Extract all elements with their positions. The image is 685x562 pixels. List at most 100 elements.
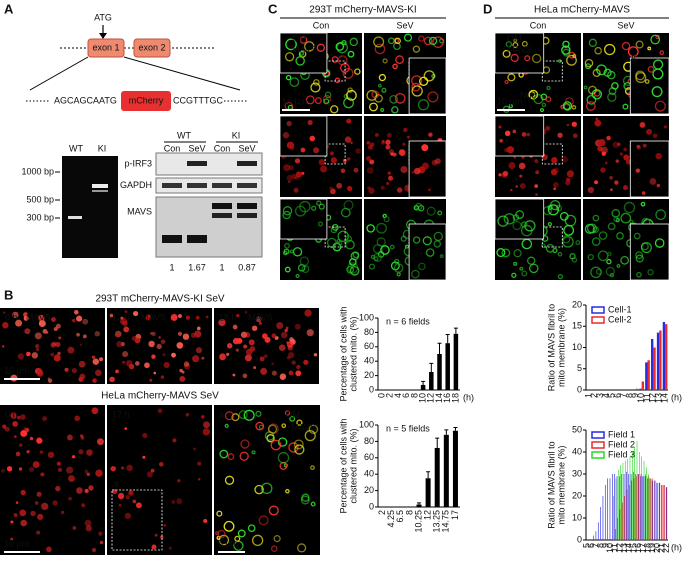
texture [561, 155, 568, 163]
texture [53, 354, 61, 362]
scale-label: 10 µm [4, 538, 29, 548]
texture [663, 125, 668, 129]
texture [553, 181, 559, 188]
texture [598, 139, 606, 147]
texture [2, 424, 7, 429]
texture [413, 167, 421, 175]
texture [305, 95, 315, 105]
bar [595, 531, 597, 540]
texture [562, 40, 570, 48]
bar [612, 474, 613, 540]
texture [109, 313, 114, 318]
error-bar [417, 502, 421, 505]
texture [232, 337, 240, 345]
texture [366, 167, 374, 174]
bar [425, 478, 431, 507]
y-tick-label: 5 [577, 363, 582, 373]
texture [296, 364, 301, 370]
micrograph [0, 405, 105, 555]
texture [288, 180, 291, 183]
texture [512, 220, 522, 231]
texture [282, 206, 293, 216]
texture [177, 313, 183, 319]
quantification: 1 [169, 262, 174, 272]
texture [427, 91, 439, 103]
texture [625, 159, 632, 165]
x-tick-label: 10 [636, 393, 646, 403]
legend-swatch [591, 451, 605, 459]
texture [382, 58, 388, 64]
texture [172, 438, 177, 443]
band [68, 216, 82, 219]
micrograph [107, 405, 212, 555]
texture [651, 86, 663, 98]
texture [177, 479, 181, 483]
texture [566, 54, 577, 66]
texture [615, 217, 620, 223]
texture [123, 326, 130, 333]
gel-marker-label: 300 bp [26, 212, 54, 222]
texture [316, 43, 325, 52]
bar [609, 478, 611, 540]
texture [620, 255, 630, 265]
x-tick-label: 13 [619, 543, 629, 553]
texture [598, 231, 608, 240]
texture [545, 243, 555, 253]
texture [151, 331, 156, 337]
texture [417, 99, 430, 111]
texture [368, 263, 375, 270]
texture [366, 224, 375, 233]
bar [452, 430, 458, 507]
texture [268, 505, 279, 516]
texture [224, 475, 235, 485]
texture [546, 85, 551, 91]
nucleus-label: Nuc [622, 52, 639, 62]
texture [291, 360, 296, 365]
texture [242, 373, 248, 379]
texture [645, 128, 653, 135]
texture [84, 519, 92, 527]
texture [290, 146, 295, 151]
texture [501, 248, 511, 258]
bar [607, 478, 608, 540]
texture [251, 325, 258, 331]
texture [218, 534, 230, 546]
bar [614, 474, 615, 540]
zoom-line [123, 56, 241, 91]
texture [57, 467, 63, 472]
texture [283, 164, 291, 172]
texture [195, 347, 203, 354]
texture [156, 343, 162, 350]
blot-row-label: GAPDH [120, 180, 152, 190]
texture [513, 38, 518, 43]
texture [608, 87, 617, 96]
texture [373, 253, 382, 263]
texture [541, 102, 547, 108]
texture [330, 151, 334, 156]
bar [629, 485, 630, 540]
bar [631, 480, 632, 540]
x-tick-label: 6 [613, 393, 623, 398]
texture [19, 443, 23, 447]
y-tick-label: 80 [364, 327, 374, 337]
texture [273, 535, 281, 543]
texture [512, 129, 517, 134]
texture [280, 331, 288, 339]
texture [148, 340, 155, 348]
texture [317, 221, 324, 227]
texture [347, 87, 353, 93]
y-tick-label: 0 [577, 534, 582, 544]
texture [583, 85, 588, 90]
legend-swatch [591, 441, 605, 449]
band [237, 183, 257, 188]
texture [349, 37, 358, 47]
texture [36, 530, 41, 535]
bar [647, 360, 650, 390]
texture [615, 159, 619, 163]
texture [288, 351, 295, 359]
texture [498, 173, 502, 177]
texture [97, 438, 104, 446]
texture [132, 499, 137, 504]
texture [561, 45, 571, 55]
bar [631, 452, 633, 540]
